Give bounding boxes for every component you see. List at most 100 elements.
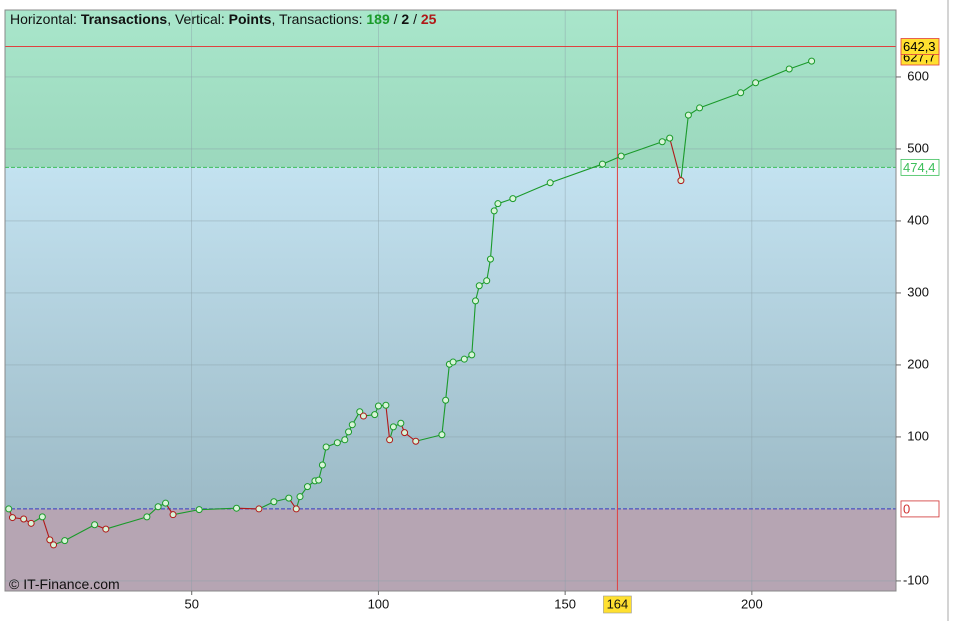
equity-segment [41, 516, 51, 541]
trade-point [303, 483, 311, 491]
zone-negative [5, 508, 896, 591]
crosshair-label-box [603, 595, 632, 614]
level-label: 642,3 [903, 39, 936, 54]
trade-point [412, 437, 420, 445]
trade-point [490, 207, 498, 215]
equity-segment [789, 60, 812, 70]
trade-point [486, 255, 494, 263]
trade-point [195, 506, 203, 514]
equity-segment [669, 138, 682, 181]
trade-point [598, 160, 606, 168]
equity-segment [486, 259, 491, 281]
trade-point [233, 504, 241, 512]
trade-point [737, 89, 745, 97]
level-label: 474,4 [903, 160, 936, 175]
y-tick-label: 100 [907, 428, 929, 443]
trade-point [270, 498, 278, 506]
trade-point [296, 493, 304, 501]
equity-segment [755, 68, 790, 84]
trade-point [322, 443, 330, 451]
trade-point [397, 419, 405, 427]
header-text: / [389, 11, 402, 27]
trade-point [449, 358, 457, 366]
trade-point [374, 402, 382, 410]
trade-point [345, 428, 353, 436]
trade-point [38, 513, 46, 521]
trade-point [389, 423, 397, 431]
crosshair-label: 164 [607, 596, 629, 611]
y-tick-label: 400 [907, 212, 929, 227]
header-text: , Transactions: [271, 11, 367, 27]
x-tick-label: 100 [368, 596, 390, 611]
trade-point [255, 505, 263, 513]
trade-point [91, 521, 99, 529]
trade-point [752, 79, 760, 87]
trade-point [475, 282, 483, 290]
header-text: Points [228, 11, 272, 27]
trade-point [442, 396, 450, 404]
trade-point [333, 439, 341, 447]
trade-point [438, 431, 446, 439]
equity-segment [512, 182, 551, 200]
trade-point [483, 277, 491, 285]
trade-point [102, 525, 110, 533]
trade-point [696, 104, 704, 112]
trade-point [348, 421, 356, 429]
trade-point [356, 408, 364, 416]
trade-point [315, 476, 323, 484]
trade-point [318, 461, 326, 469]
equity-segment [680, 115, 689, 181]
trade-point [677, 177, 685, 185]
y-tick-label: 500 [907, 140, 929, 155]
trade-point [472, 297, 480, 305]
zone-profit-target [5, 10, 896, 168]
trade-point [808, 57, 816, 65]
header-text: Horizontal: [10, 11, 81, 27]
x-tick-label: 50 [184, 596, 198, 611]
header-text: Transactions [80, 11, 168, 27]
trade-point [20, 515, 28, 523]
trade-point [382, 401, 390, 409]
equity-segment [441, 400, 447, 435]
x-tick-label: 150 [554, 596, 576, 611]
trade-point [341, 436, 349, 444]
trade-point [460, 355, 468, 363]
trade-point [169, 511, 177, 519]
equity-segment [199, 507, 237, 511]
plot-frame [4, 9, 897, 592]
equity-segment [415, 434, 443, 442]
trade-point [8, 514, 16, 522]
equity-segment [489, 210, 495, 260]
y-tick-label: 600 [907, 68, 929, 83]
trade-point [285, 494, 293, 502]
trade-point [61, 537, 69, 545]
trade-point [494, 200, 502, 208]
trade-point [371, 411, 379, 419]
equity-segment [471, 300, 477, 355]
equity-segment [385, 405, 391, 440]
trade-point [509, 195, 517, 203]
trade-point [401, 429, 409, 437]
zone-positive [5, 167, 896, 509]
equity-segment [105, 516, 148, 530]
level-label: 0 [903, 501, 910, 516]
y-tick-label: 200 [907, 356, 929, 371]
trade-point [468, 351, 476, 359]
x-tick-label: 200 [741, 596, 763, 611]
header-text: , Vertical: [167, 11, 229, 27]
equity-segment [64, 524, 95, 542]
wins-count: 189 [366, 11, 390, 27]
header-text: / [409, 11, 421, 27]
trade-point [162, 499, 170, 507]
trade-point [50, 541, 58, 549]
equity-segment [236, 507, 259, 510]
trade-point [386, 436, 394, 444]
trade-point [46, 536, 54, 544]
trade-point [546, 179, 554, 187]
equity-segment [172, 509, 200, 516]
trade-point [617, 152, 625, 160]
level-label-box [900, 38, 940, 55]
equity-segment [620, 141, 663, 157]
header: Horizontal: Transactions, Vertical: Poin… [10, 11, 436, 27]
